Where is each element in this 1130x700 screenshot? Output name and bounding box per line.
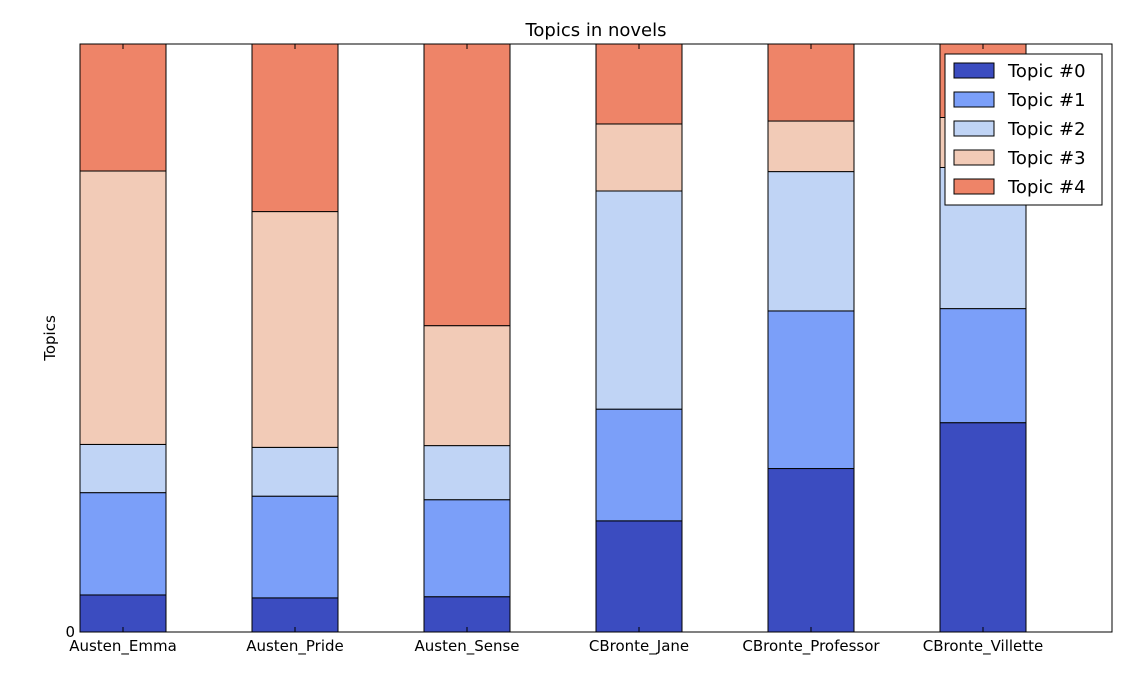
legend-label-topic-3: Topic #3: [1007, 148, 1086, 169]
legend-swatch-topic-3: [953, 149, 995, 166]
bar-CBronte_Jane-topic-1: [595, 408, 683, 522]
bar-Austen_Sense-topic-3: [423, 325, 511, 447]
bar-Austen_Pride-topic-2: [251, 446, 339, 497]
bar-Austen_Pride-topic-1: [251, 495, 339, 599]
legend-label-topic-0: Topic #0: [1007, 61, 1086, 82]
legend-swatch-topic-2: [953, 120, 995, 137]
bar-Austen_Emma-topic-2: [79, 443, 167, 494]
legend-swatch-topic-4: [953, 178, 995, 195]
bar-CBronte_Professor-topic-4: [767, 43, 855, 122]
y-axis-label: Topics: [41, 315, 59, 362]
bar-CBronte_Villette-topic-0: [939, 422, 1027, 633]
x-tick-label: Austen_Sense: [415, 637, 520, 656]
bar-CBronte_Professor-topic-0: [767, 468, 855, 633]
legend-label-topic-2: Topic #2: [1007, 119, 1086, 140]
bar-CBronte_Professor-topic-1: [767, 310, 855, 470]
bar-Austen_Sense-topic-0: [423, 596, 511, 633]
ticks-layer: Austen_Emma Austen_Pride Austen_Sense CBron…: [65, 44, 1043, 656]
bar-Austen_Pride-topic-3: [251, 211, 339, 448]
x-tick-label: Austen_Pride: [246, 637, 344, 656]
bar-Austen_Emma-topic-4: [79, 43, 167, 172]
bar-CBronte_Professor-topic-2: [767, 171, 855, 312]
bar-Austen_Pride-topic-4: [251, 43, 339, 213]
bar-Austen_Sense-topic-2: [423, 445, 511, 501]
legend: Topic #0 Topic #1 Topic #2 Topic #3 Topic #4: [944, 53, 1103, 206]
bar-CBronte_Jane-topic-0: [595, 520, 683, 633]
chart-title: Topics in novels: [524, 20, 666, 41]
bar-CBronte_Professor-topic-3: [767, 120, 855, 173]
plot-frame: [79, 43, 1113, 633]
bar-CBronte_Jane-topic-3: [595, 123, 683, 192]
bar-Austen_Emma-topic-1: [79, 492, 167, 596]
bar-Austen_Pride-topic-0: [251, 597, 339, 633]
x-tick-label: CBronte_Villette: [923, 637, 1044, 656]
y-tick-label: 0: [65, 623, 75, 641]
legend-label-topic-1: Topic #1: [1007, 90, 1086, 111]
legend-swatch-topic-0: [953, 62, 995, 79]
bar-Austen_Sense-topic-4: [423, 43, 511, 327]
bar-CBronte_Villette-topic-1: [939, 308, 1027, 424]
legend-swatch-topic-1: [953, 91, 995, 108]
bar-Austen_Emma-topic-0: [79, 594, 167, 633]
bar-CBronte_Jane-topic-4: [595, 43, 683, 125]
bars-layer: [79, 43, 1027, 633]
bar-Austen_Sense-topic-1: [423, 499, 511, 598]
bar-Austen_Emma-topic-3: [79, 170, 167, 445]
bar-CBronte_Jane-topic-2: [595, 190, 683, 410]
x-tick-label: CBronte_Jane: [589, 637, 689, 656]
legend-label-topic-4: Topic #4: [1007, 177, 1086, 198]
x-tick-label: Austen_Emma: [69, 637, 177, 656]
x-tick-label: CBronte_Professor: [742, 637, 880, 656]
